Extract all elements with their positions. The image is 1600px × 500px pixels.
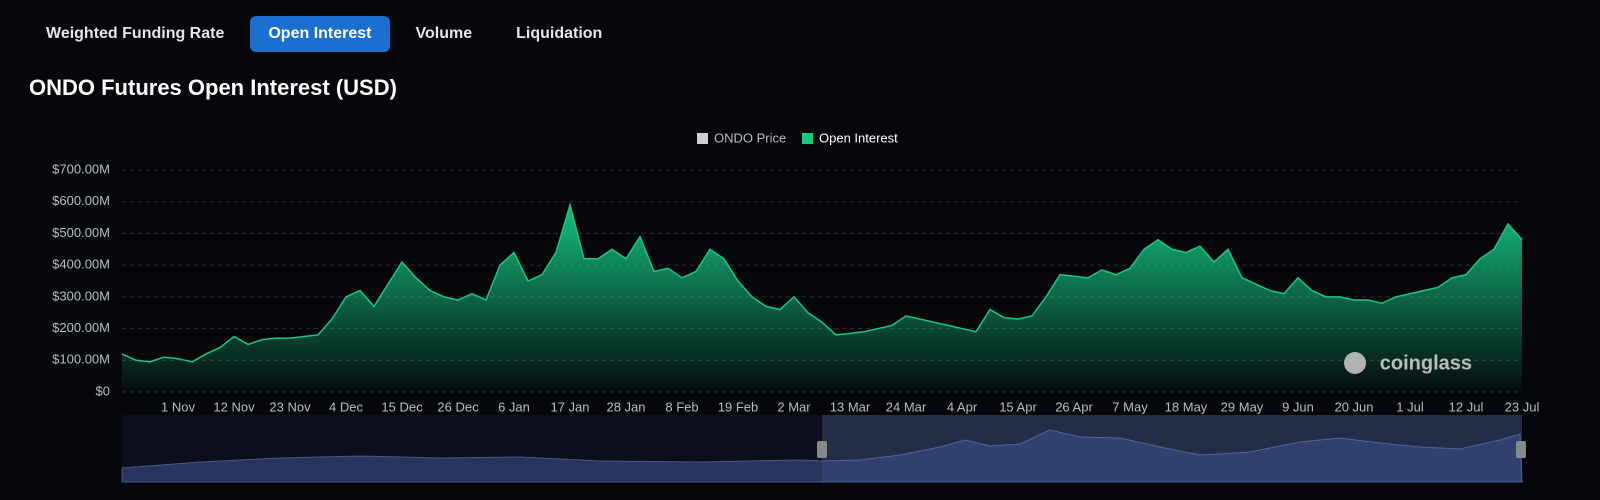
tab-bar: Weighted Funding Rate Open Interest Volume… bbox=[28, 16, 620, 52]
x-tick-label: 7 May bbox=[1112, 399, 1148, 414]
x-tick-label: 17 Jan bbox=[550, 399, 589, 414]
x-tick-label: 8 Feb bbox=[665, 399, 698, 414]
x-tick-label: 12 Nov bbox=[213, 399, 255, 414]
x-tick-label: 23 Jul bbox=[1505, 399, 1540, 414]
tab[interactable]: Weighted Funding Rate bbox=[46, 25, 225, 42]
x-tick-label: 15 Apr bbox=[999, 399, 1037, 414]
x-tick-label: 13 Mar bbox=[830, 399, 871, 414]
watermark: coinglass bbox=[1380, 352, 1472, 374]
plot: $0 $100.00M $200.00M $300.00M $400.00M $500.0… bbox=[52, 161, 1539, 414]
x-tick-label: 20 Jun bbox=[1334, 399, 1373, 414]
x-tick-label: 12 Jul bbox=[1449, 399, 1484, 414]
legend-swatch[interactable] bbox=[802, 133, 813, 144]
tab[interactable]: Volume bbox=[415, 25, 473, 42]
x-tick-label: 24 Mar bbox=[886, 399, 927, 414]
tab[interactable]: Liquidation bbox=[516, 25, 603, 42]
x-tick-label: 1 Jul bbox=[1396, 399, 1424, 414]
y-tick-label: $700.00M bbox=[52, 161, 110, 176]
x-tick-label: 23 Nov bbox=[269, 399, 311, 414]
x-tick-label: 1 Nov bbox=[161, 399, 195, 414]
area-fill bbox=[122, 204, 1522, 392]
legend-label[interactable]: ONDO Price bbox=[714, 130, 786, 145]
legend-label[interactable]: Open Interest bbox=[819, 130, 898, 145]
navigator-handle[interactable] bbox=[1516, 441, 1526, 458]
y-tick-label: $500.00M bbox=[52, 225, 110, 240]
x-tick-label: 15 Dec bbox=[381, 399, 423, 414]
x-tick-label: 26 Dec bbox=[437, 399, 479, 414]
chart-title: ONDO Futures Open Interest (USD) bbox=[29, 75, 397, 100]
x-tick-label: 19 Feb bbox=[718, 399, 758, 414]
x-tick-label: 4 Dec bbox=[329, 399, 363, 414]
tab[interactable]: Open Interest bbox=[250, 16, 390, 52]
x-tick-label: 2 Mar bbox=[777, 399, 811, 414]
legend-swatch[interactable] bbox=[697, 133, 708, 144]
y-tick-label: $300.00M bbox=[52, 288, 110, 303]
y-tick-label: $200.00M bbox=[52, 320, 110, 335]
x-tick-label: 9 Jun bbox=[1282, 399, 1314, 414]
x-tick-label: 29 May bbox=[1221, 399, 1264, 414]
x-tick-label: 6 Jan bbox=[498, 399, 530, 414]
x-tick-label: 26 Apr bbox=[1055, 399, 1093, 414]
area-line bbox=[121, 202, 1523, 363]
y-tick-label: $600.00M bbox=[52, 193, 110, 208]
navigator-handle[interactable] bbox=[817, 441, 827, 458]
y-tick-label: $0 bbox=[96, 383, 110, 398]
y-tick-label: $100.00M bbox=[52, 352, 110, 367]
x-tick-label: 4 Apr bbox=[947, 399, 978, 414]
x-tick-label: 28 Jan bbox=[606, 399, 645, 414]
watermark-logo bbox=[1344, 352, 1366, 374]
y-tick-label: $400.00M bbox=[52, 257, 110, 272]
x-tick-label: 18 May bbox=[1165, 399, 1208, 414]
navigator-series bbox=[121, 429, 1523, 483]
